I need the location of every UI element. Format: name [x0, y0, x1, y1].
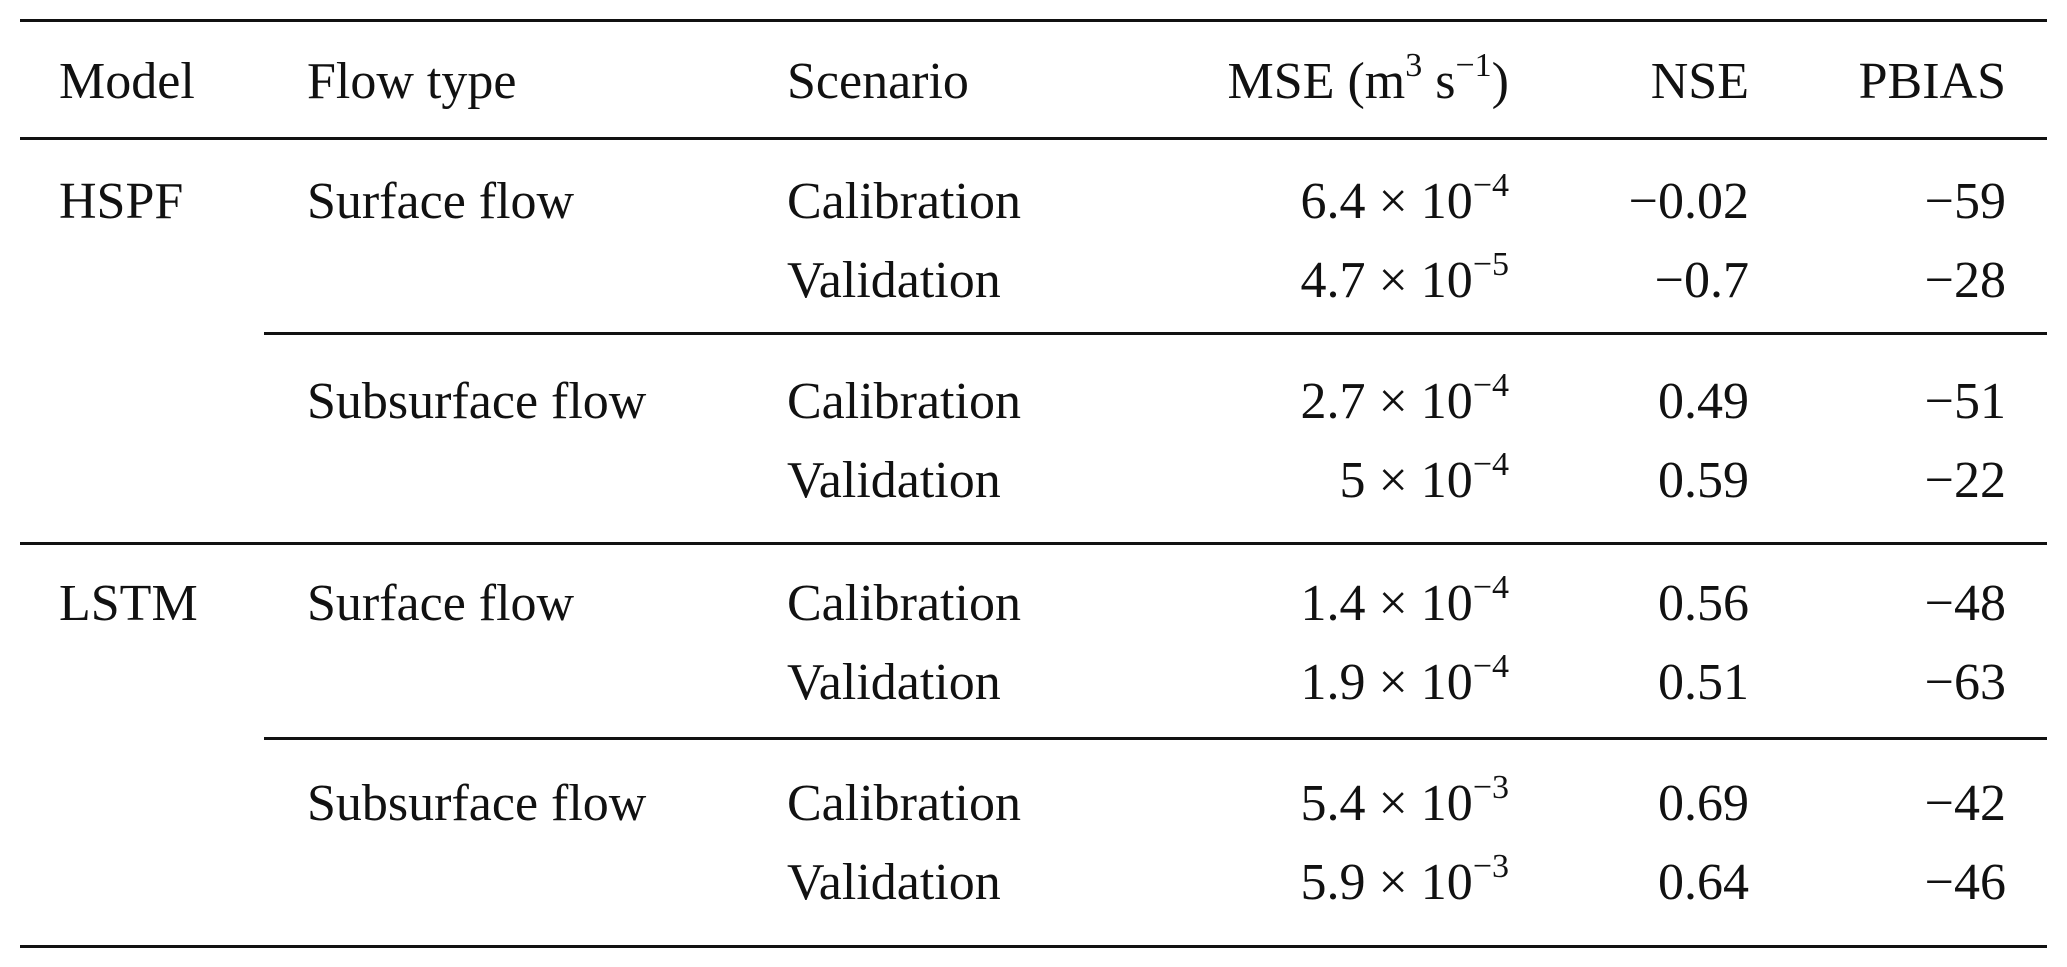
cell-nse: −0.02	[1628, 173, 1749, 230]
cell-pbias: −28	[1924, 252, 2006, 309]
mse-mantissa: 5.4 × 10	[1300, 775, 1473, 832]
mse-unit: s	[1422, 53, 1456, 110]
cell-flow-type: Subsurface flow	[307, 775, 647, 832]
cell-scenario: Validation	[787, 854, 1001, 911]
header-pbias: PBIAS	[1858, 53, 2006, 110]
cell-mse: 5 × 10−4	[1339, 446, 1509, 517]
top-rule	[20, 19, 2047, 22]
header-nse: NSE	[1650, 53, 1749, 110]
cell-nse: 0.59	[1658, 452, 1749, 509]
mse-unit-exp: −1	[1455, 47, 1492, 84]
mse-mantissa: 1.9 × 10	[1300, 654, 1473, 711]
cell-nse: 0.56	[1658, 575, 1749, 632]
cell-scenario: Calibration	[787, 373, 1021, 430]
cell-pbias: −59	[1924, 173, 2006, 230]
mse-exponent: −4	[1472, 648, 1509, 685]
cell-pbias: −51	[1924, 373, 2006, 430]
mse-mantissa: 6.4 × 10	[1300, 173, 1473, 230]
mse-exponent: −5	[1472, 246, 1509, 283]
model-rule	[20, 542, 2047, 545]
cell-mse: 5.9 × 10−3	[1300, 848, 1509, 919]
header-flow-type: Flow type	[307, 53, 517, 110]
header-rule	[20, 137, 2047, 140]
mse-exponent: −3	[1472, 848, 1509, 885]
group-rule	[264, 332, 2047, 335]
cell-mse: 5.4 × 10−3	[1300, 769, 1509, 840]
mse-mantissa: 2.7 × 10	[1300, 373, 1473, 430]
mse-label: MSE (m	[1227, 53, 1406, 110]
mse-mantissa: 5.9 × 10	[1300, 854, 1473, 911]
cell-nse: 0.49	[1658, 373, 1749, 430]
cell-nse: 0.51	[1658, 654, 1749, 711]
group-rule	[264, 737, 2047, 740]
mse-mantissa: 1.4 × 10	[1300, 575, 1473, 632]
cell-flow-type: Surface flow	[307, 173, 575, 230]
cell-mse: 2.7 × 10−4	[1300, 367, 1509, 438]
cell-flow-type: Surface flow	[307, 575, 575, 632]
cell-pbias: −22	[1924, 452, 2006, 509]
cell-flow-type: Subsurface flow	[307, 373, 647, 430]
cell-pbias: −48	[1924, 575, 2006, 632]
cell-scenario: Calibration	[787, 775, 1021, 832]
cell-model: LSTM	[59, 575, 198, 632]
header-mse: MSE (m3 s−1)	[1227, 47, 1509, 118]
mse-exponent: −3	[1472, 769, 1509, 806]
cell-nse: −0.7	[1654, 252, 1749, 309]
cell-mse: 6.4 × 10−4	[1300, 167, 1509, 238]
mse-mantissa: 5 × 10	[1339, 452, 1473, 509]
mse-mantissa: 4.7 × 10	[1300, 252, 1473, 309]
cell-model: HSPF	[59, 173, 184, 230]
cell-pbias: −42	[1924, 775, 2006, 832]
mse-exponent: −4	[1472, 167, 1509, 204]
mse-exponent: −4	[1472, 446, 1509, 483]
header-scenario: Scenario	[787, 53, 969, 110]
cell-mse: 4.7 × 10−5	[1300, 246, 1509, 317]
cell-mse: 1.9 × 10−4	[1300, 648, 1509, 719]
cell-scenario: Validation	[787, 252, 1001, 309]
bottom-rule	[20, 945, 2047, 948]
cell-scenario: Calibration	[787, 173, 1021, 230]
cell-scenario: Validation	[787, 452, 1001, 509]
mse-paren: )	[1491, 53, 1509, 110]
mse-unit-exp: 3	[1405, 47, 1423, 84]
header-model: Model	[59, 53, 195, 110]
mse-exponent: −4	[1472, 569, 1509, 606]
cell-scenario: Calibration	[787, 575, 1021, 632]
cell-mse: 1.4 × 10−4	[1300, 569, 1509, 640]
cell-scenario: Validation	[787, 654, 1001, 711]
mse-exponent: −4	[1472, 367, 1509, 404]
cell-pbias: −63	[1924, 654, 2006, 711]
cell-nse: 0.64	[1658, 854, 1749, 911]
cell-nse: 0.69	[1658, 775, 1749, 832]
cell-pbias: −46	[1924, 854, 2006, 911]
